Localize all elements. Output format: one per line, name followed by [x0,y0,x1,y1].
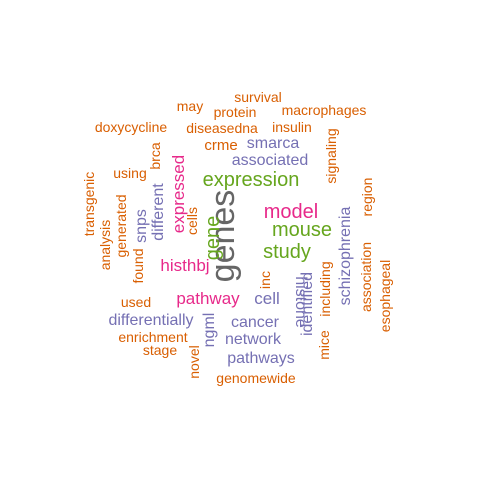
word-cell: cell [254,289,280,308]
word-insulin: insulin [272,119,312,135]
word-survival: survival [234,89,281,105]
word-model: model [264,201,318,223]
word-mice: mice [316,330,332,360]
word-associated: associated [232,152,309,169]
word-signaling: signaling [323,128,339,183]
word-including: including [317,261,333,316]
word-ngml: ngml [201,313,218,348]
word-analysis: analysis [97,220,113,271]
word-histhbj: histhbj [160,256,209,275]
word-used: used [121,294,151,310]
word-stage: stage [143,342,177,358]
word-expressed: expressed [169,155,188,233]
word-genes: genes [204,190,242,283]
word-transgenic: transgenic [81,172,97,237]
word-diseasedna: diseasedna [186,120,258,136]
word-different: different [150,183,167,241]
word-smarca: smarca [247,135,300,152]
word-schizophrenia: schizophrenia [337,207,354,306]
word-gene: gene [202,216,224,261]
word-may: may [177,98,203,114]
word-protein: protein [214,104,257,120]
word-esophageal: esophageal [377,260,393,332]
word-found: found [130,248,146,283]
word-differentially: differentially [108,312,193,329]
word-novel: novel [186,345,202,378]
word-region: region [359,178,375,217]
word-using: using [113,165,146,181]
word-snps: snps [133,209,150,243]
word-doxycycline: doxycycline [95,119,168,135]
word-genomewide: genomewide [216,370,296,386]
word-macrophages: macrophages [282,102,367,118]
word-network: network [225,331,282,348]
word-inc: inc [257,271,273,289]
word-identified: identified [299,272,316,336]
word-histone: histone [292,276,309,328]
word-mouse: mouse [272,219,332,241]
word-brca: brca [147,142,163,169]
word-crme: crme [204,137,237,154]
word-pathways: pathways [227,350,295,367]
word-association: association [358,242,374,312]
word-expression: expression [203,169,300,191]
word-enrichment: enrichment [118,329,187,345]
word-generated: generated [113,194,129,257]
word-cancer: cancer [231,314,280,331]
word-study: study [263,241,311,263]
word-cells: cells [184,207,200,235]
word-pathway: pathway [176,289,240,308]
